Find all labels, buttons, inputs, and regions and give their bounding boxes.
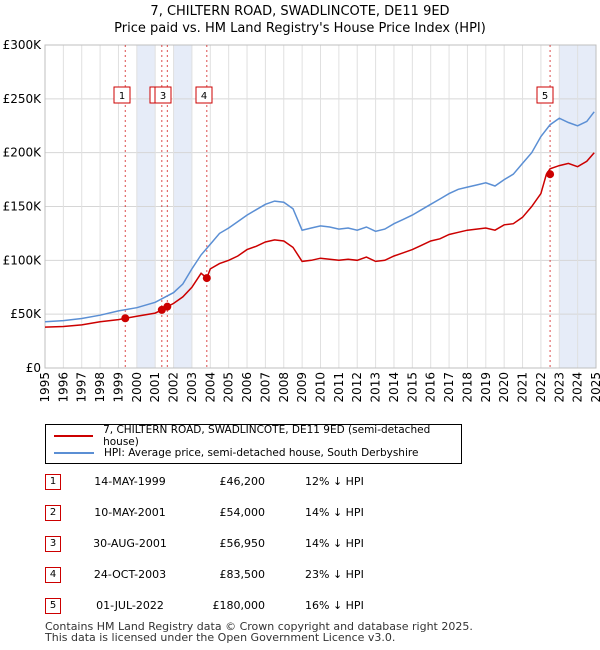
- legend-label-hpi: HPI: Average price, semi-detached house,…: [104, 447, 419, 459]
- sale-label: 1: [119, 91, 125, 102]
- sale-label-box: [113, 86, 131, 104]
- sale-point: [546, 170, 555, 179]
- x-tick-label: 2003: [185, 372, 199, 403]
- legend-label-property: 7, CHILTERN ROAD, SWADLINCOTE, DE11 9ED …: [103, 424, 431, 448]
- x-tick-label: 2025: [589, 372, 600, 403]
- x-tick-label: 2013: [369, 372, 383, 403]
- x-tick-label: 2006: [240, 372, 254, 403]
- price-chart: £0 £50K £100K £150K £200K £250K £300K 1995 1996 1…: [3, 38, 600, 403]
- sale-point: [163, 302, 172, 311]
- chart-subtitle: Price paid vs. HM Land Registry's House …: [114, 21, 486, 36]
- sale-date: 01-JUL-2022: [96, 599, 164, 612]
- x-tick-label: 2011: [332, 372, 346, 403]
- x-tick-label: 2023: [552, 372, 566, 403]
- y-tick-label: £200K: [3, 146, 43, 160]
- x-tick-label: 1996: [56, 372, 70, 403]
- x-tick-label: 2020: [497, 372, 511, 403]
- sale-point: [202, 274, 211, 283]
- footer-licence: This data is licensed under the Open Gov…: [45, 631, 396, 644]
- sale-point: [121, 314, 130, 323]
- sale-date: 24-OCT-2003: [93, 568, 167, 581]
- x-tick-label: 1998: [93, 372, 107, 403]
- legend-item-property: 7, CHILTERN ROAD, SWADLINCOTE, DE11 9ED …: [54, 424, 461, 448]
- x-tick-label: 2001: [148, 372, 162, 403]
- sale-row: 5 01-JUL-2022 £180,000 16% ↓ HPI: [45, 596, 485, 627]
- x-tick-label: 2017: [442, 372, 456, 403]
- x-tick-label: 1999: [111, 372, 125, 403]
- x-tick-label: 1997: [75, 372, 89, 403]
- sale-label: 5: [542, 91, 548, 102]
- sale-hpi-diff: 14% ↓ HPI: [305, 537, 364, 550]
- sale-row: 3 30-AUG-2001 £56,950 14% ↓ HPI: [45, 534, 485, 565]
- sale-number: 3: [45, 536, 61, 552]
- legend-swatch-hpi: [54, 452, 94, 454]
- x-tick-label: 2014: [387, 372, 401, 403]
- sale-date: 14-MAY-1999: [94, 475, 166, 488]
- legend: 7, CHILTERN ROAD, SWADLINCOTE, DE11 9ED …: [45, 424, 462, 464]
- x-tick-label: 2012: [350, 372, 364, 403]
- x-tick-label: 2004: [203, 372, 217, 403]
- sale-label: 4: [201, 91, 207, 102]
- sale-price: £56,950: [219, 537, 266, 550]
- sale-number: 5: [45, 598, 61, 614]
- sales-table: 1 14-MAY-1999 £46,200 12% ↓ HPI 2 10-MAY…: [45, 472, 485, 627]
- series-line-hpi: [44, 111, 595, 323]
- sale-number: 1: [45, 474, 61, 490]
- sale-number: 4: [45, 567, 61, 583]
- y-tick-label: £300K: [3, 38, 43, 52]
- x-tick-label: 2009: [295, 372, 309, 403]
- x-tick-label: 2022: [534, 372, 548, 403]
- sale-date: 10-MAY-2001: [94, 506, 166, 519]
- footer: Contains HM Land Registry data © Crown c…: [45, 621, 473, 643]
- x-tick-label: 2010: [314, 372, 328, 403]
- y-tick-label: £0: [26, 361, 41, 375]
- chart-title: 7, CHILTERN ROAD, SWADLINCOTE, DE11 9ED: [150, 4, 450, 19]
- sale-hpi-diff: 14% ↓ HPI: [305, 506, 364, 519]
- sale-row: 2 10-MAY-2001 £54,000 14% ↓ HPI: [45, 503, 485, 534]
- x-tick-label: 2016: [424, 372, 438, 403]
- footer-copyright: Contains HM Land Registry data © Crown c…: [45, 620, 473, 633]
- sale-hpi-diff: 23% ↓ HPI: [305, 568, 364, 581]
- x-tick-label: 2021: [516, 372, 530, 403]
- sale-row: 1 14-MAY-1999 £46,200 12% ↓ HPI: [45, 472, 485, 503]
- y-tick-label: £50K: [10, 307, 42, 321]
- sale-number: 2: [45, 505, 61, 521]
- x-tick-label: 1995: [38, 372, 52, 403]
- x-tick-label: 2008: [277, 372, 291, 403]
- sale-price: £46,200: [219, 475, 266, 488]
- x-tick-label: 2024: [571, 372, 585, 403]
- plot-border: [44, 44, 597, 369]
- sale-label-box: [536, 86, 554, 104]
- sale-label-box: [195, 86, 213, 104]
- x-tick-label: 2002: [167, 372, 181, 403]
- x-tick-label: 2015: [405, 372, 419, 403]
- sale-row: 4 24-OCT-2003 £83,500 23% ↓ HPI: [45, 565, 485, 596]
- sale-price: £54,000: [219, 506, 266, 519]
- y-tick-label: £150K: [3, 200, 43, 214]
- sale-label-box: [154, 86, 172, 104]
- sale-date: 30-AUG-2001: [93, 537, 167, 550]
- series-line-property: [44, 152, 595, 328]
- x-tick-label: 2019: [479, 372, 493, 403]
- x-tick-label: 2007: [258, 372, 272, 403]
- x-tick-label: 2018: [460, 372, 474, 403]
- sale-label: 3: [160, 91, 166, 102]
- legend-item-hpi: HPI: Average price, semi-detached house,…: [54, 445, 418, 461]
- y-tick-label: £250K: [3, 92, 43, 106]
- x-tick-label: 2000: [130, 372, 144, 403]
- legend-swatch-property: [54, 435, 94, 437]
- x-tick-label: 2005: [222, 372, 236, 403]
- sale-price: £83,500: [219, 568, 266, 581]
- sale-hpi-diff: 12% ↓ HPI: [305, 475, 364, 488]
- sale-hpi-diff: 16% ↓ HPI: [305, 599, 364, 612]
- sale-price: £180,000: [212, 599, 266, 612]
- y-tick-label: £100K: [3, 253, 43, 267]
